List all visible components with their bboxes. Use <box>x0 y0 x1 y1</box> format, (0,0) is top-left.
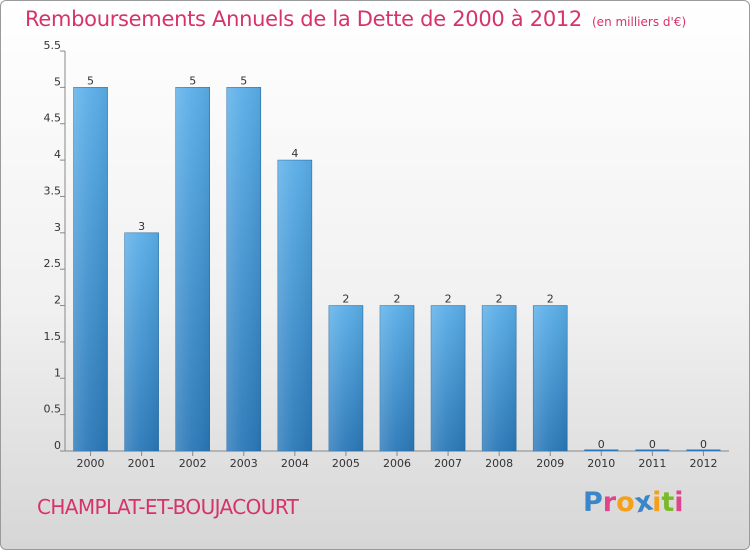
bar-2011 <box>635 449 670 451</box>
y-tick-label: 4.5 <box>44 112 62 125</box>
bar-shine-2008 <box>482 305 517 451</box>
logo-letter: i <box>652 487 662 518</box>
data-label-2011: 0 <box>649 438 656 451</box>
chart-subtitle: (en milliers d'€) <box>592 15 687 29</box>
y-tick-label: 2 <box>54 294 61 307</box>
x-tick-label-2008: 2008 <box>485 457 513 470</box>
y-tick-label: 2.5 <box>44 257 62 270</box>
data-label-2003: 5 <box>240 74 247 87</box>
data-label-2012: 0 <box>700 438 707 451</box>
y-tick-label: 1 <box>54 366 61 379</box>
logo-letter: r <box>602 487 617 518</box>
x-tick-label-2003: 2003 <box>230 457 258 470</box>
bar-shine-2002 <box>175 87 210 451</box>
data-label-2007: 2 <box>445 293 452 306</box>
y-tick-label: 5 <box>54 75 61 88</box>
data-label-2009: 2 <box>547 293 554 306</box>
data-label-2005: 2 <box>342 293 349 306</box>
chart-labels: 5 3 5 5 4 2 2 2 2 2 0 0 0 <box>87 74 707 451</box>
x-tick-label-2007: 2007 <box>434 457 462 470</box>
x-tick-label-2010: 2010 <box>587 457 615 470</box>
logo-letter: t <box>661 487 675 518</box>
y-tick-label: 4 <box>54 148 61 161</box>
data-label-2001: 3 <box>138 220 145 233</box>
chart-title: Remboursements Annuels de la Dette de 20… <box>25 7 686 31</box>
data-label-2006: 2 <box>394 293 401 306</box>
y-tick-label: 3 <box>54 221 61 234</box>
bar-shine-2006 <box>380 305 414 451</box>
data-label-2000: 5 <box>87 74 94 87</box>
y-tick-label: 3.5 <box>44 184 62 197</box>
x-tick-label-2004: 2004 <box>281 457 309 470</box>
data-label-2008: 2 <box>496 293 503 306</box>
y-tick-label: 5.5 <box>44 39 62 52</box>
bar-shine-2004 <box>277 160 312 451</box>
x-tick-label-2006: 2006 <box>383 457 411 470</box>
y-tick-label: 0 <box>54 439 61 452</box>
bar-shine-2009 <box>533 305 568 451</box>
y-tick-label: 1.5 <box>44 330 62 343</box>
commune-name: CHAMPLAT-ET-BOUJACOURT <box>37 495 299 519</box>
x-tick-label-2009: 2009 <box>536 457 564 470</box>
chart-title-text: Remboursements Annuels de la Dette de 20… <box>25 7 582 31</box>
bar-shine-2000 <box>73 87 108 451</box>
x-tick-label-2001: 2001 <box>128 457 156 470</box>
logo-letter: i <box>674 487 684 518</box>
data-label-2010: 0 <box>598 438 605 451</box>
proxiti-logo: Proxiti <box>583 486 684 520</box>
bar-2012 <box>686 449 721 451</box>
x-tick-label-2012: 2012 <box>689 457 717 470</box>
bar-shine-2001 <box>124 232 159 451</box>
chart-bars <box>73 87 721 452</box>
bar-shine-2007 <box>431 305 466 451</box>
x-tick-label-2002: 2002 <box>179 457 207 470</box>
logo-letter: o <box>616 487 635 518</box>
bar-2010 <box>584 449 619 451</box>
y-tick-label: 0.5 <box>44 403 62 416</box>
bar-shine-2005 <box>328 305 363 451</box>
bar-shine-2003 <box>226 87 261 451</box>
x-tick-label-2000: 2000 <box>77 457 105 470</box>
x-tick-label-2005: 2005 <box>332 457 360 470</box>
data-label-2002: 5 <box>189 74 196 87</box>
data-label-2004: 4 <box>291 147 298 160</box>
logo-letter: P <box>583 487 603 518</box>
x-tick-label-2011: 2011 <box>638 457 666 470</box>
